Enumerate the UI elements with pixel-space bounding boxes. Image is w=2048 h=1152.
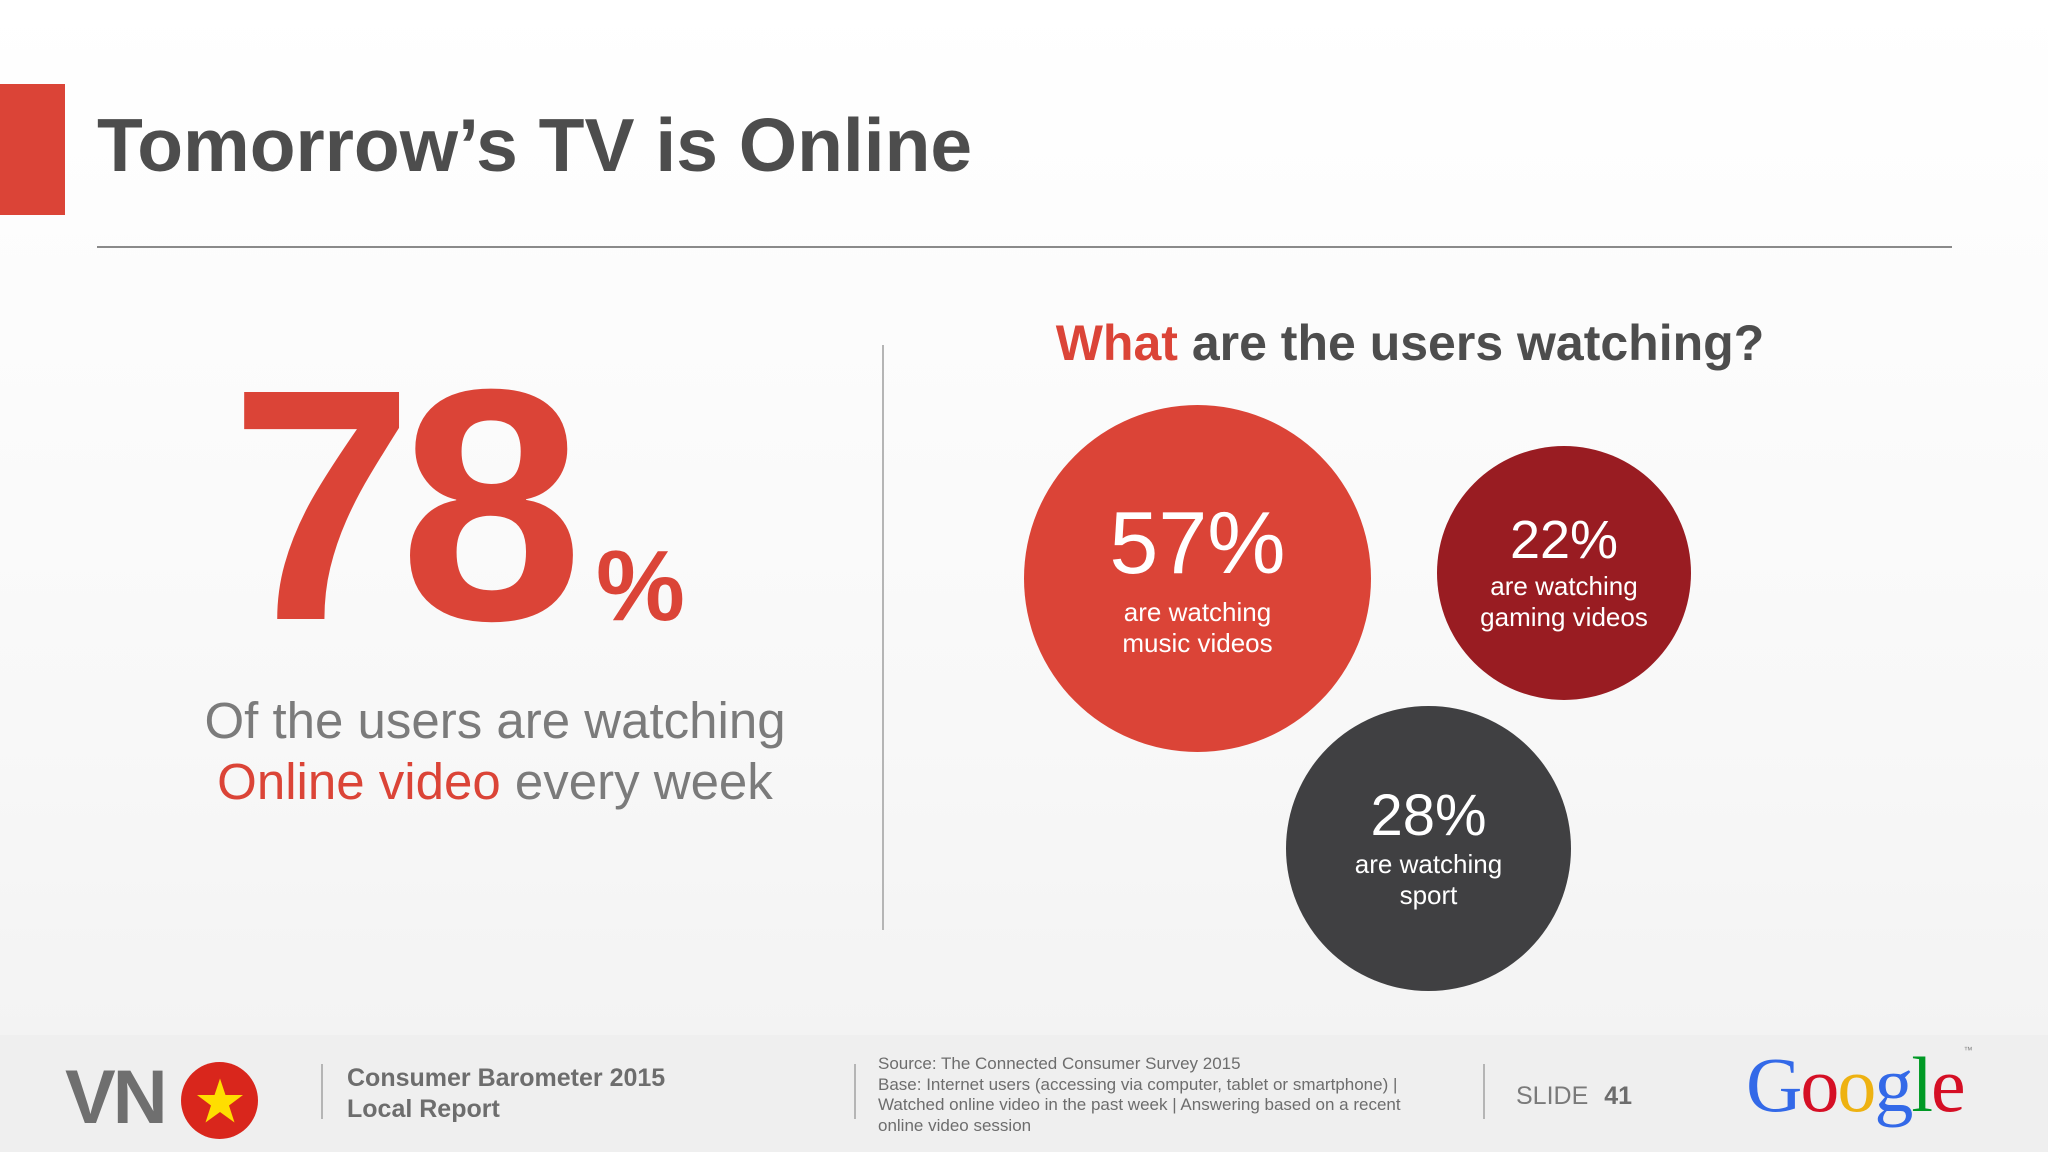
bubble-percent: 22% <box>1509 510 1619 570</box>
bubble-description: are watching sport <box>1354 848 1503 910</box>
stat-caption-line2: Online video every week <box>160 751 830 812</box>
stat-caption-rest: every week <box>514 753 773 810</box>
footer-separator <box>1483 1064 1485 1119</box>
footer-separator <box>321 1064 323 1119</box>
bubble-description: are watching music videos <box>1122 596 1273 658</box>
star-icon <box>196 1078 243 1122</box>
title-accent-bar <box>0 84 65 215</box>
bubble-description: are watching gaming videos <box>1480 571 1648 632</box>
bubble-sport: 28% are watching sport <box>1286 706 1571 991</box>
bubble-gaming-videos: 22% are watching gaming videos <box>1437 446 1691 700</box>
bubble-percent: 28% <box>1370 782 1487 848</box>
section-divider <box>882 345 884 930</box>
stat-caption-highlight: Online video <box>217 753 501 810</box>
source-line: online video session <box>878 1115 1032 1135</box>
slide-label: SLIDE <box>1516 1082 1589 1110</box>
slide-number-value: 41 <box>1604 1082 1633 1110</box>
source-line: Base: Internet users (accessing via comp… <box>878 1074 1398 1094</box>
question-heading: What are the users watching? <box>880 316 1940 371</box>
big-stat: 78 % <box>230 340 700 670</box>
source-line: Source: The Connected Consumer Survey 20… <box>878 1054 1241 1073</box>
question-rest: are the users watching <box>1191 315 1734 371</box>
report-title-line2: Local Report <box>347 1095 500 1123</box>
vietnam-flag-icon <box>181 1062 258 1139</box>
footer-separator <box>854 1064 856 1119</box>
footer-bar <box>0 1035 2048 1152</box>
bubble-music-videos: 57% are watching music videos <box>1024 405 1371 752</box>
question-highlight: What <box>1055 315 1178 371</box>
stat-caption: Of the users are watching Online video e… <box>160 690 830 812</box>
source-line: Watched online video in the past week | … <box>878 1095 1401 1114</box>
title-divider <box>97 246 1952 248</box>
slide-background <box>0 0 2048 1035</box>
report-title: Consumer Barometer 2015 Local Report <box>347 1063 665 1125</box>
country-code: VN <box>65 1055 168 1140</box>
report-title-line1: Consumer Barometer 2015 <box>347 1064 666 1092</box>
slide-number: SLIDE 41 <box>1516 1084 1632 1109</box>
question-mark: ? <box>1733 315 1765 371</box>
big-stat-value: 78 <box>230 320 583 689</box>
stat-caption-line1: Of the users are watching <box>204 692 786 749</box>
slide-title: Tomorrow’s TV is Online <box>97 103 973 187</box>
google-logo: Google™ <box>1746 1041 1973 1128</box>
source-note: Source: The Connected Consumer Survey 20… <box>878 1054 1438 1136</box>
bubble-percent: 57% <box>1109 492 1286 592</box>
big-stat-unit: % <box>596 530 685 642</box>
